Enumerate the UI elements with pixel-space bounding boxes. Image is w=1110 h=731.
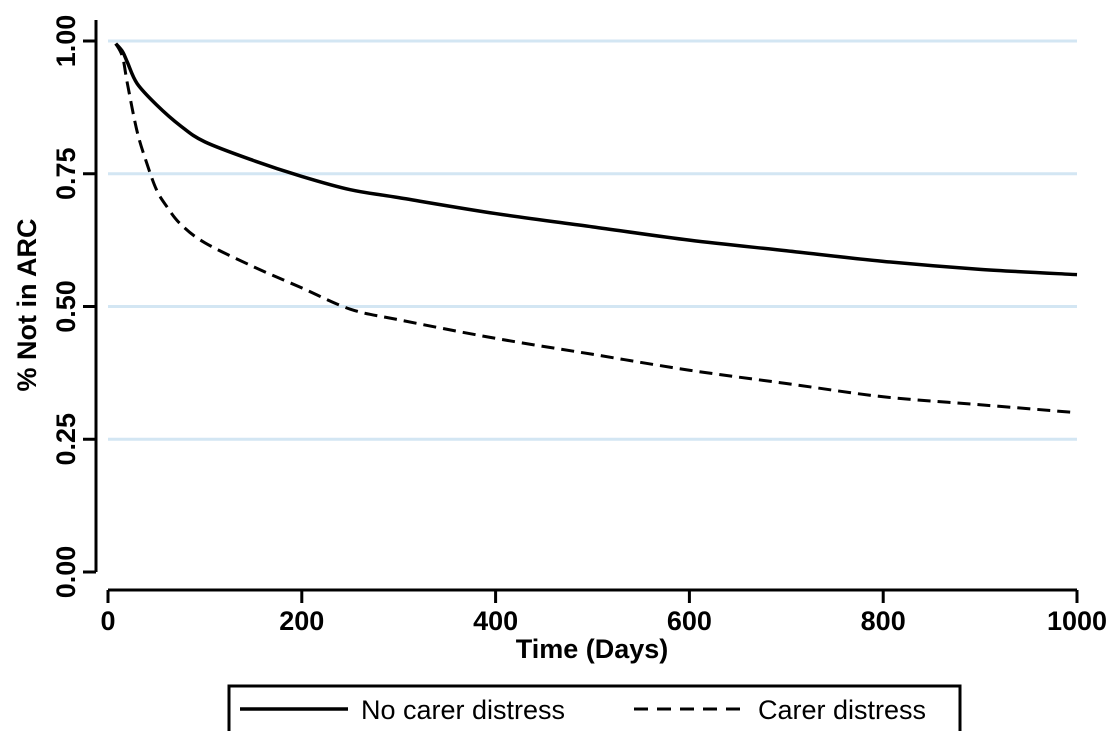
gridlines [108, 39, 1077, 441]
x-tick-label: 200 [279, 606, 324, 636]
legend-label-no-carer-distress: No carer distress [361, 695, 565, 725]
legend-box [227, 684, 962, 731]
y-tick-label: 0.50 [51, 280, 81, 333]
y-ticks: 0.00 0.25 0.50 0.75 1.00 [51, 15, 96, 599]
axes [94, 20, 1077, 592]
x-tick-label: 600 [667, 606, 712, 636]
x-axis-title: Time (Days) [516, 634, 669, 664]
x-tick-label: 400 [473, 606, 518, 636]
y-axis-title: % Not in ARC [12, 219, 42, 392]
series-line-no-carer-distress [114, 42, 1078, 277]
series-line-carer-distress [114, 42, 1078, 415]
x-tick-label: 0 [100, 606, 115, 636]
legend-label-carer-distress: Carer distress [758, 695, 926, 725]
series-layer [114, 42, 1078, 415]
y-tick-label: 0.25 [51, 413, 81, 466]
y-tick-label: 0.75 [51, 147, 81, 200]
legend: No carer distress Carer distress [227, 684, 962, 731]
x-tick-label: 1000 [1047, 606, 1107, 636]
y-tick-label: 0.00 [51, 546, 81, 599]
x-ticks: 0 200 400 600 800 1000 [100, 590, 1107, 636]
y-tick-label: 1.00 [51, 15, 81, 68]
x-tick-label: 800 [861, 606, 906, 636]
